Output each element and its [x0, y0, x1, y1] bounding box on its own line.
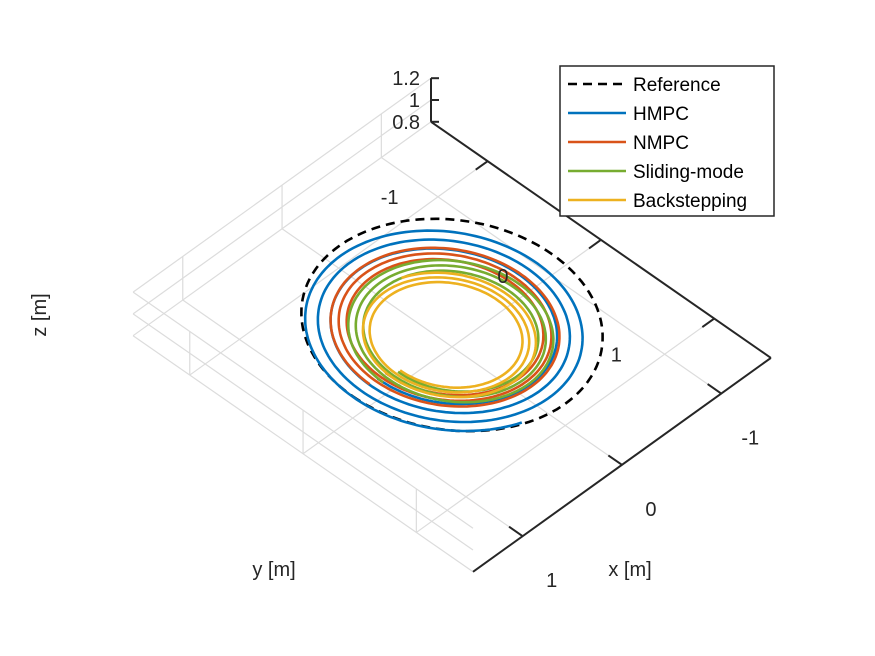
series-lines [300, 217, 604, 433]
wall-grid-line [132, 291, 474, 529]
z-tick-label: 1 [409, 90, 420, 112]
y-tick-label: -1 [381, 187, 399, 209]
legend-label: NMPC [633, 133, 689, 154]
y-tick-mark [475, 160, 489, 171]
grid-lines [132, 77, 722, 573]
x-tick-mark [707, 383, 722, 395]
wall-grid-line [132, 77, 432, 293]
y-axis-label: y [m] [252, 559, 295, 581]
series-line-backstepping [361, 271, 538, 399]
axis-labels: x [m] y [m] z [m] [29, 293, 652, 581]
z-axis-label: z [m] [29, 293, 51, 336]
legend: Reference HMPC NMPC Sliding-mode Backsteppin… [559, 65, 775, 217]
legend-label: HMPC [633, 104, 689, 125]
y-tick-label: 0 [497, 266, 508, 288]
x-tick-label: 0 [645, 499, 656, 521]
x-tick-mark [508, 525, 524, 537]
z-tick-label: 0.8 [392, 112, 420, 134]
legend-label: Backstepping [633, 191, 747, 212]
legend-label: Sliding-mode [633, 162, 744, 183]
x-axis-label: x [m] [608, 559, 651, 581]
wall-grid-line [132, 99, 432, 315]
wall-grid-line [132, 313, 474, 551]
z-tick-label: 1.2 [392, 68, 420, 90]
series-line-nmpc [329, 246, 561, 408]
floor-grid-line [416, 318, 715, 533]
wall-grid-line [132, 121, 432, 337]
y-tick-mark [588, 239, 602, 250]
x-tick-mark [607, 454, 623, 466]
x-tick-label: 1 [546, 570, 557, 592]
legend-label: Reference [633, 75, 721, 96]
y-tick-mark [701, 317, 715, 328]
y-tick-label: 1 [611, 345, 622, 367]
wall-grid-line [132, 335, 474, 573]
floor-grid-line [189, 160, 488, 376]
series-line-sliding-mode [346, 258, 555, 404]
x-tick-label: -1 [741, 428, 759, 450]
